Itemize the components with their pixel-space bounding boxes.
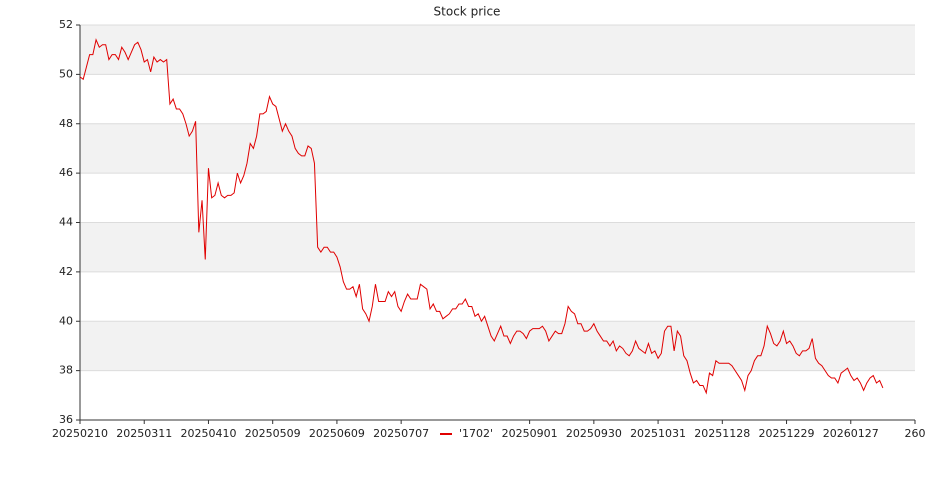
y-tick-label: 40	[59, 314, 73, 327]
grid-band	[80, 321, 915, 371]
x-tick-label: 20250930	[566, 427, 622, 440]
y-tick-label: 50	[59, 67, 73, 80]
x-tick-label: 20250311	[116, 427, 172, 440]
y-tick-label: 52	[59, 18, 73, 31]
legend: '1702'	[436, 425, 498, 443]
y-tick-label: 46	[59, 166, 73, 179]
chart-title: Stock price	[434, 5, 501, 19]
grid-band	[80, 123, 915, 174]
grid-band	[80, 25, 915, 75]
x-tick-label: 20250901	[502, 427, 558, 440]
x-tick-label: 20250410	[180, 427, 236, 440]
x-tick-label: 260	[905, 427, 926, 440]
y-tick-label: 38	[59, 364, 73, 377]
x-tick-label: 20250609	[309, 427, 365, 440]
y-tick-label: 42	[59, 265, 73, 278]
grid-band	[80, 222, 915, 272]
legend-bg	[436, 425, 498, 443]
legend-label: '1702'	[459, 427, 493, 440]
x-tick-label: 20251128	[694, 427, 750, 440]
x-tick-label: 20251229	[759, 427, 815, 440]
y-tick-label: 36	[59, 413, 73, 426]
x-tick-label: 20251031	[630, 427, 686, 440]
series-line	[79, 38, 884, 395]
x-tick-label: 20250707	[373, 427, 429, 440]
y-tick-label: 44	[59, 216, 73, 229]
x-tick-label: 20260127	[823, 427, 879, 440]
y-tick-label: 48	[59, 117, 73, 130]
x-tick-label: 20250509	[245, 427, 301, 440]
x-tick-label: 20250210	[52, 427, 108, 440]
